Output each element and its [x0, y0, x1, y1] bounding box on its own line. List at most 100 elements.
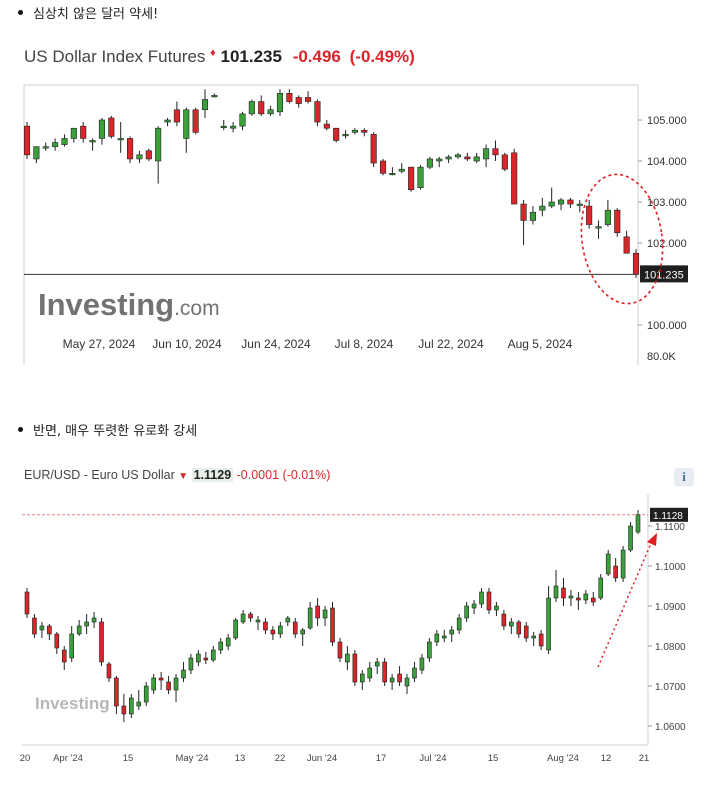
candle-body	[61, 138, 68, 145]
candle-body	[567, 199, 574, 205]
candle-body	[158, 677, 164, 681]
candle-body	[89, 140, 96, 143]
candle-body	[315, 605, 320, 619]
candle-body	[91, 617, 97, 623]
x-tick-label: Apr '24	[53, 753, 83, 764]
candle-body	[342, 134, 349, 137]
candle-body	[613, 565, 618, 579]
candle-body	[361, 129, 368, 133]
candle-body	[183, 109, 190, 139]
candle-body	[360, 673, 365, 683]
candle-body	[427, 641, 432, 659]
candle-body	[367, 667, 373, 679]
volume-label: 80.0K	[647, 351, 676, 363]
candle-body	[24, 591, 30, 615]
candle-body	[117, 138, 124, 141]
current-price-tag	[650, 507, 688, 522]
candle-body	[583, 593, 589, 601]
candle-body	[434, 633, 440, 643]
candle-body	[258, 101, 265, 115]
candle-body	[586, 205, 593, 225]
dxy-title: US Dollar Index Futures	[24, 47, 206, 66]
eurusd-header: EUR/USD - Euro US Dollar ▼ 1.1129 -0.000…	[24, 468, 330, 482]
candle-body	[516, 621, 522, 635]
candle-body	[576, 203, 583, 206]
candle-body	[351, 129, 358, 133]
candle-body	[52, 142, 59, 147]
dxy-change-pct: (-0.49%)	[349, 47, 415, 66]
note-dollar-weakness: 심상치 않은 달러 약세!	[18, 3, 158, 22]
candle-body	[201, 99, 209, 111]
candle-body	[398, 168, 405, 172]
candle-body	[192, 109, 199, 133]
candle-body	[548, 201, 555, 207]
candle-body	[127, 138, 134, 160]
candle-body	[230, 125, 237, 129]
y-tick-label: 105.000	[647, 115, 687, 127]
current-price-label: 1.1128	[653, 511, 683, 522]
candle-body	[151, 677, 156, 691]
candle-body	[80, 125, 87, 139]
candle-body	[145, 150, 152, 160]
candle-body	[70, 127, 77, 139]
y-tick-label: 1.0800	[655, 642, 686, 653]
candle-body	[501, 154, 508, 170]
candle-body	[307, 607, 313, 629]
candle-body	[561, 587, 566, 599]
candle-body	[108, 117, 115, 137]
candle-body	[276, 93, 284, 113]
candle-body	[248, 101, 255, 115]
x-tick-label: 20	[20, 753, 31, 764]
candle-body	[136, 701, 142, 707]
candle-body	[345, 653, 350, 663]
eurusd-change-pct: (-0.01%)	[282, 468, 331, 482]
note-euro-strength: 반면, 매우 뚜렷한 유로화 강세	[18, 420, 197, 439]
candle-body	[436, 158, 443, 162]
candle-body	[509, 621, 514, 627]
candle-body	[99, 621, 104, 663]
candle-body	[605, 553, 611, 575]
candle-body	[449, 629, 455, 635]
candle-body	[173, 677, 179, 691]
y-tick-label: 104.000	[647, 156, 687, 168]
candle-body	[479, 591, 484, 605]
candle-body	[531, 635, 536, 639]
watermark: Investing.com	[38, 287, 220, 322]
x-tick-label: May '24	[176, 753, 209, 764]
candle-body	[210, 649, 216, 661]
bullet-icon	[18, 10, 23, 15]
candle-body	[408, 166, 415, 190]
candle-body	[39, 625, 45, 631]
y-tick-label: 103.000	[647, 197, 687, 209]
candle-body	[568, 595, 574, 599]
candle-body	[263, 621, 268, 631]
candle-body	[333, 127, 340, 141]
candle-body	[623, 236, 630, 254]
candle-body	[164, 119, 171, 123]
candle-body	[129, 697, 134, 715]
candle-body	[292, 621, 298, 635]
candle-body	[511, 152, 518, 205]
candle-body	[173, 109, 180, 123]
eurusd-price: 1.1129	[191, 468, 234, 482]
x-tick-label: Jul '24	[419, 753, 446, 764]
candle-body	[240, 613, 246, 623]
candle-body	[404, 677, 410, 687]
info-icon[interactable]: i	[674, 468, 694, 486]
x-tick-label: Aug '24	[547, 753, 579, 764]
candle-body	[604, 209, 611, 225]
candle-body	[483, 148, 490, 160]
candle-body	[33, 146, 40, 160]
candle-body	[323, 123, 330, 129]
candle-body	[337, 641, 343, 659]
y-tick-label: 1.0900	[655, 602, 686, 613]
candle-body	[218, 641, 224, 651]
candle-body	[557, 199, 565, 205]
x-tick-label: 21	[639, 753, 650, 764]
candle-body	[248, 613, 253, 619]
candle-body	[286, 93, 293, 102]
candle-body	[426, 158, 433, 168]
candle-body	[590, 597, 596, 603]
candle-body	[464, 156, 471, 160]
candle-body	[155, 127, 162, 162]
